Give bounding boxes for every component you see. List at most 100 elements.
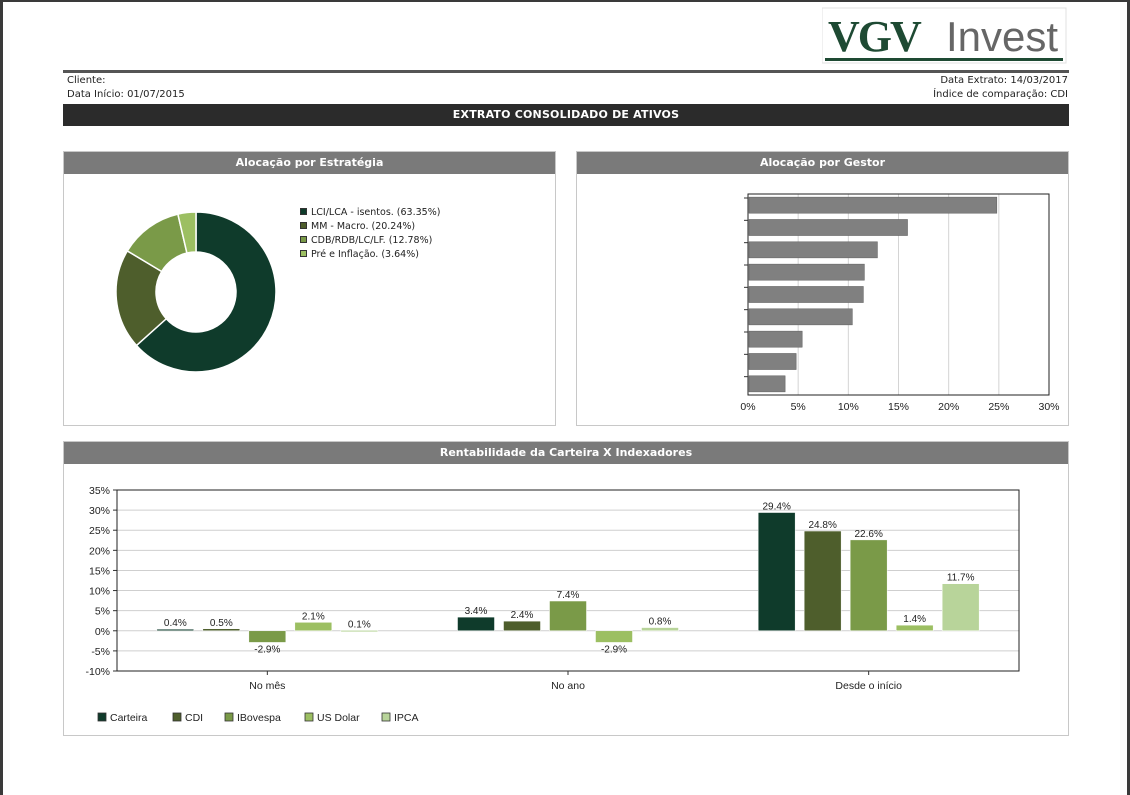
legend-label: CDB/RDB/LC/LF. (12.78%) (311, 235, 433, 246)
category-label: No mês (249, 680, 285, 692)
data-label: 2.4% (511, 610, 534, 621)
data-label: 0.1% (348, 619, 371, 630)
y-tick-label: -5% (91, 646, 110, 658)
return-bar (849, 539, 888, 632)
strategy-allocation-panel: Alocação por Estratégia LCI/LCA - isento… (63, 151, 556, 426)
strategy-legend-item: LCI/LCA - isentos. (63.35%) (300, 207, 440, 218)
manager-bar (748, 241, 878, 259)
manager-bar (748, 263, 865, 281)
manager-bar (748, 196, 998, 214)
client-label: Cliente: (67, 75, 106, 86)
y-tick-label: 0% (95, 626, 110, 638)
legend-label: Carteira (110, 712, 148, 724)
logo-brand-text: VGV (828, 12, 922, 61)
legend-label: CDI (185, 712, 203, 724)
y-tick-label: 25% (89, 525, 110, 537)
y-tick-label: 35% (89, 485, 110, 497)
legend-swatch (304, 712, 314, 722)
return-bar (757, 512, 796, 632)
legend-label: IPCA (394, 712, 419, 724)
return-bar (248, 630, 287, 643)
window-left-border (0, 0, 3, 795)
legend-swatch (300, 208, 307, 215)
returns-panel-title: Rentabilidade da Carteira X Indexadores (64, 442, 1068, 464)
donut-slice (135, 211, 277, 373)
x-tick-label: 10% (838, 401, 859, 413)
x-tick-label: 20% (938, 401, 959, 413)
data-label: 2.1% (302, 611, 325, 622)
y-tick-label: 10% (89, 586, 110, 598)
data-label: 11.7% (947, 573, 975, 584)
manager-bar (748, 353, 797, 370)
return-bar (457, 616, 495, 632)
returns-legend: Carteira CDI IBovespa US Dolar IPCA (97, 712, 419, 724)
window-right-border (1127, 0, 1130, 795)
manager-panel-title: Alocação por Gestor (577, 152, 1068, 174)
x-tick-label: 25% (988, 401, 1009, 413)
strategy-legend-item: CDB/RDB/LC/LF. (12.78%) (300, 235, 432, 246)
data-label: 3.4% (465, 606, 488, 617)
strategy-legend-item: Pré e Inflação. (3.64%) (300, 249, 419, 260)
statement-date: Data Extrato: 14/03/2017 (940, 75, 1068, 86)
data-label: -2.9% (254, 644, 280, 655)
y-tick-label: 20% (89, 545, 110, 557)
legend-label: Pré e Inflação. (3.64%) (311, 249, 419, 260)
data-label: 0.5% (210, 618, 233, 629)
strategy-donut-chart (115, 211, 277, 373)
data-label: -2.9% (601, 644, 627, 655)
return-bar (641, 627, 679, 632)
data-label: 7.4% (557, 590, 580, 601)
data-label: 0.4% (164, 618, 187, 629)
legend-label: LCI/LCA - isentos. (63.35%) (311, 207, 441, 218)
legend-label: US Dolar (317, 712, 360, 724)
strategy-panel-title: Alocação por Estratégia (64, 152, 555, 174)
plot-frame (747, 193, 1050, 396)
return-bar (895, 624, 934, 632)
return-bar (294, 622, 333, 632)
legend-label: IBovespa (237, 712, 281, 724)
vgv-invest-logo: VGV Invest (822, 7, 1068, 65)
logo-suffix-text: Invest (946, 13, 1058, 60)
x-tick-label: 30% (1038, 401, 1059, 413)
return-bar (549, 600, 587, 632)
return-bar (340, 630, 379, 633)
return-bar (803, 530, 842, 632)
return-bar (595, 630, 633, 643)
benchmark-index: Índice de comparação: CDI (933, 89, 1068, 100)
legend-swatch (300, 250, 307, 257)
start-date: Data Início: 01/07/2015 (67, 89, 185, 100)
x-tick-label: 5% (791, 401, 806, 413)
y-tick-label: 30% (89, 505, 110, 517)
returns-panel: Rentabilidade da Carteira X Indexadores … (63, 441, 1069, 736)
header-rule (63, 70, 1069, 73)
return-bar (156, 628, 195, 632)
x-tick-label: 0% (740, 401, 755, 413)
data-label: 0.8% (649, 617, 672, 628)
manager-bar (748, 330, 803, 348)
report-title: EXTRATO CONSOLIDADO DE ATIVOS (63, 104, 1069, 126)
manager-bar (748, 308, 853, 326)
category-label: Desde o início (835, 680, 902, 692)
manager-bar (748, 219, 908, 236)
data-label: 22.6% (854, 529, 882, 540)
manager-bar (748, 375, 786, 393)
strategy-legend-item: MM - Macro. (20.24%) (300, 221, 415, 232)
x-tick-label: 15% (888, 401, 909, 413)
legend-swatch (224, 712, 234, 722)
y-tick-label: -10% (85, 666, 110, 678)
data-label: 29.4% (762, 502, 790, 513)
manager-bar-chart: 0% 5% 10% 15% 20% 25% 30% (740, 193, 1060, 413)
legend-swatch (97, 712, 107, 722)
manager-bar (748, 286, 864, 303)
legend-swatch (172, 712, 182, 722)
y-tick-label: 15% (89, 565, 110, 577)
returns-bar-chart: 35% 30% 25% 20% 15% 10% 5% 0% -5% -10% No mês 0.4% 0… (85, 485, 1020, 724)
legend-swatch (381, 712, 391, 722)
window-top-border (0, 0, 1130, 2)
legend-swatch (300, 222, 307, 229)
legend-label: MM - Macro. (20.24%) (311, 221, 416, 232)
donut-slice (176, 211, 197, 254)
category-label: No ano (551, 680, 585, 692)
manager-allocation-panel: Alocação por Gestor 0% 5% 10% 15% 20% 25% 30% (576, 151, 1069, 426)
y-tick-label: 5% (95, 606, 110, 618)
